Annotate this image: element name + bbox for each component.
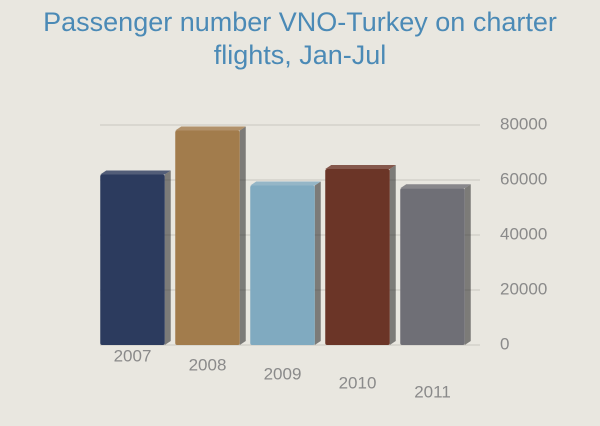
bar-top — [400, 184, 471, 189]
bar-side — [464, 184, 471, 345]
x-tick-label: 2007 — [114, 346, 152, 365]
bar — [400, 188, 465, 345]
bar — [250, 185, 315, 345]
y-tick-label: 80000 — [500, 114, 547, 133]
x-tick-label: 2011 — [414, 382, 451, 401]
chart-title: Passenger number VNO-Turkey on charter f… — [43, 7, 557, 70]
bar — [100, 174, 165, 345]
y-tick-label: 20000 — [500, 279, 547, 298]
bar-top — [175, 126, 246, 131]
x-tick-label: 2010 — [339, 373, 377, 392]
x-tick-label: 2009 — [264, 364, 302, 383]
bar-side — [164, 170, 171, 345]
bar-top — [250, 181, 321, 186]
bar-side — [239, 126, 246, 345]
y-tick-label: 40000 — [500, 224, 547, 243]
bar — [325, 169, 390, 345]
y-tick-label: 0 — [500, 334, 509, 353]
bar-side — [389, 165, 396, 345]
bar-side — [314, 181, 321, 345]
y-tick-label: 60000 — [500, 169, 547, 188]
x-tick-label: 2008 — [189, 355, 227, 374]
bar-top — [325, 165, 396, 169]
bar — [175, 130, 240, 345]
bar-top — [100, 170, 171, 175]
